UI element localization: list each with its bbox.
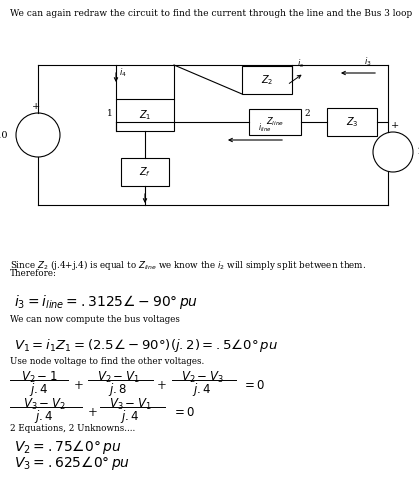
Text: $Z_1$: $Z_1$: [139, 108, 151, 122]
Circle shape: [373, 132, 413, 172]
Text: Since $Z_2$ (j.4+j.4) is equal to $Z_{line}$ we know the $i_2$ will simply split: Since $Z_2$ (j.4+j.4) is equal to $Z_{li…: [10, 258, 366, 272]
Text: $= 0$: $= 0$: [172, 406, 195, 418]
Text: 1: 1: [107, 109, 113, 118]
Text: Therefore:: Therefore:: [10, 269, 57, 278]
Text: $i_3 = i_{line} = .3125\angle-90°\,pu$: $i_3 = i_{line} = .3125\angle-90°\,pu$: [14, 293, 198, 311]
Text: +: +: [391, 121, 399, 130]
Text: We can now compute the bus voltages: We can now compute the bus voltages: [10, 315, 180, 324]
Text: $Z_3$: $Z_3$: [346, 115, 358, 129]
Text: 1.0: 1.0: [0, 130, 8, 140]
Text: $Z_{line}$: $Z_{line}$: [266, 116, 284, 128]
Text: $j.8$: $j.8$: [109, 381, 128, 398]
Text: $V_1 =i_1Z_1 = (2.5\angle-90°)(j.2) = .5\angle0°\,pu$: $V_1 =i_1Z_1 = (2.5\angle-90°)(j.2) = .5…: [14, 337, 278, 354]
Text: $V_2-1$: $V_2-1$: [21, 370, 57, 385]
Text: $j.4$: $j.4$: [29, 381, 49, 398]
Text: $V_2 = .75\angle0°\,pu$: $V_2 = .75\angle0°\,pu$: [14, 438, 122, 456]
Text: $Z_f$: $Z_f$: [139, 165, 151, 179]
Text: $V_3-V_2$: $V_3-V_2$: [23, 397, 65, 412]
Text: 1.0: 1.0: [417, 147, 419, 156]
Text: $i_3$: $i_3$: [364, 55, 372, 68]
Text: $V_3 = .625\angle0°\,pu$: $V_3 = .625\angle0°\,pu$: [14, 454, 130, 472]
FancyBboxPatch shape: [327, 108, 377, 136]
Circle shape: [16, 113, 60, 157]
Text: $i_s$: $i_s$: [297, 57, 304, 70]
Text: $V_3-V_1$: $V_3-V_1$: [109, 397, 151, 412]
Text: +: +: [74, 379, 84, 392]
Text: $V_2-V_3$: $V_2-V_3$: [181, 370, 223, 385]
Text: 2 Equations, 2 Unknowns....: 2 Equations, 2 Unknowns....: [10, 424, 135, 433]
Text: +: +: [88, 406, 98, 418]
Text: We can again redraw the circuit to find the current through the line and the Bus: We can again redraw the circuit to find …: [10, 9, 412, 18]
Text: Use node voltage to find the other voltages.: Use node voltage to find the other volta…: [10, 357, 204, 366]
Text: $j.4$: $j.4$: [192, 381, 212, 398]
Text: +: +: [32, 102, 40, 111]
Text: $i_4$: $i_4$: [119, 67, 127, 79]
Text: $j.4$: $j.4$: [120, 408, 140, 425]
FancyBboxPatch shape: [121, 158, 169, 186]
Text: $Z_2$: $Z_2$: [261, 73, 273, 87]
Text: 2: 2: [304, 109, 310, 118]
FancyBboxPatch shape: [242, 66, 292, 94]
Text: $= 0$: $= 0$: [242, 379, 265, 392]
FancyBboxPatch shape: [116, 99, 174, 131]
Text: +: +: [157, 379, 167, 392]
Text: $j.4$: $j.4$: [34, 408, 54, 425]
Text: $i_{line}$: $i_{line}$: [258, 122, 272, 134]
FancyBboxPatch shape: [249, 109, 301, 135]
Text: $V_2-V_1$: $V_2-V_1$: [97, 370, 139, 385]
